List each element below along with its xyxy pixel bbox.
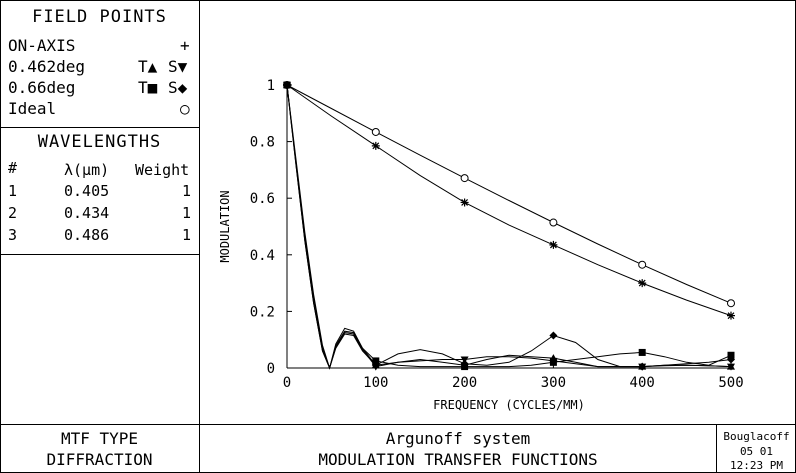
left-panel-divider (199, 0, 200, 425)
field-points-title: FIELD POINTS (32, 7, 167, 27)
x-axis-label: FREQUENCY (CYCLES/MM) (433, 398, 585, 412)
footer-divider (0, 424, 796, 425)
data-point-square (549, 358, 557, 366)
series-line (286, 84, 732, 317)
field-point-t-symbol: T■ (138, 78, 158, 97)
field-point-label: Ideal (8, 99, 57, 118)
data-point-diamond (460, 359, 469, 368)
data-point-square (372, 357, 380, 365)
mtf-chart-svg: 0 100 200 300 400 500 0 0.2 0.4 0.6 0.8 1 FREQUENCY … (218, 78, 744, 412)
y-tick-label: 0.4 (250, 248, 275, 264)
data-point-diamond (371, 361, 380, 370)
x-tick-label: 300 (541, 375, 566, 391)
mtf-type-value: DIFFRACTION (46, 450, 153, 469)
field-point-s-symbol: S◆ (168, 78, 188, 97)
wavelength-weight: 1 (182, 182, 192, 200)
x-tick-label: 500 (718, 375, 743, 391)
x-tick-label: 0 (283, 375, 291, 391)
data-point-square (727, 351, 735, 359)
footer-divider-left (199, 424, 200, 473)
report-date: 05 01 (739, 445, 774, 458)
data-point-diamond (283, 81, 291, 89)
wavelength-num: 3 (8, 226, 18, 244)
data-point-star (371, 141, 380, 150)
field-point-s-symbol: S▼ (168, 57, 188, 76)
data-point-circle (727, 299, 735, 308)
data-point-diamond (727, 355, 735, 364)
wavelength-num: 1 (8, 182, 18, 200)
field-point-label: ON-AXIS (8, 36, 76, 55)
wavelength-header-weight: Weight (135, 161, 190, 179)
panel-divider (0, 127, 199, 128)
series-line (286, 84, 732, 370)
field-point-s-symbol: ○ (180, 99, 190, 118)
x-tick-label: 100 (363, 375, 388, 391)
system-name: Argunoff system (385, 429, 531, 448)
author-name: Bouglacoff (723, 430, 790, 443)
y-tick-label: 0.6 (250, 191, 275, 207)
field-point-label: 0.66deg (8, 78, 76, 97)
data-point-circle (460, 174, 469, 183)
y-tick-label: 1 (267, 78, 275, 94)
mtf-type-label: MTF TYPE (60, 429, 139, 448)
field-point-t-symbol: T▲ (138, 57, 158, 76)
data-point-triangle-down (727, 363, 735, 371)
y-tick-label: 0.8 (250, 135, 275, 151)
data-point-circle (549, 218, 558, 227)
series-line (286, 84, 732, 370)
wavelength-num: 2 (8, 204, 18, 222)
wavelength-header-num: # (8, 159, 18, 177)
plot-title: MODULATION TRANSFER FUNCTIONS (318, 450, 598, 469)
y-tick-label: 0 (267, 361, 275, 377)
data-point-star (727, 311, 735, 320)
data-point-circle (371, 127, 380, 136)
panel-divider (0, 254, 199, 255)
data-point-diamond (638, 362, 647, 371)
data-point-circle (638, 260, 647, 269)
series-line (286, 84, 732, 370)
x-tick-label: 200 (452, 375, 477, 391)
series-line (286, 84, 732, 304)
wavelength-value: 0.405 (64, 182, 110, 200)
field-point-s-symbol: + (180, 36, 190, 55)
x-tick-label: 400 (630, 375, 655, 391)
wavelength-header-lambda: λ(μm) (64, 161, 110, 179)
series-line (286, 84, 732, 370)
wavelength-value: 0.434 (64, 204, 110, 222)
report-time: 12:23 PM (730, 459, 783, 472)
data-point-star (460, 198, 469, 207)
wavelength-value: 0.486 (64, 226, 110, 244)
y-tick-label: 0.2 (250, 304, 275, 320)
wavelength-weight: 1 (182, 226, 192, 244)
data-point-star (549, 240, 558, 249)
data-point-star (638, 279, 647, 288)
data-point-diamond (549, 331, 558, 340)
footer-divider-right (716, 424, 717, 473)
field-point-label: 0.462deg (8, 57, 86, 76)
mtf-plot: 0 100 200 300 400 500 0 0.2 0.4 0.6 0.8 1 FREQUENCY … (200, 0, 796, 425)
wavelengths-title: WAVELENGTHS (37, 132, 162, 152)
data-point-square (638, 348, 646, 356)
wavelength-weight: 1 (182, 204, 192, 222)
y-axis-label: MODULATION (218, 190, 232, 262)
